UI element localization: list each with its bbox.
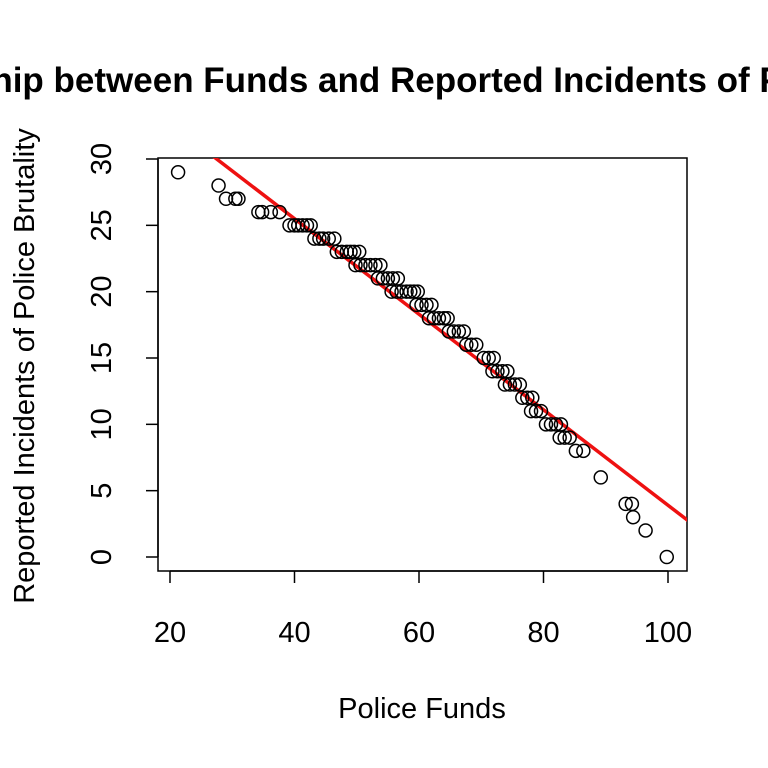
x-tick-label: 60 [403, 617, 435, 649]
data-point [343, 244, 358, 260]
data-point [502, 377, 518, 392]
y-tick-label: 30 [86, 143, 118, 175]
x-tick-label: 100 [644, 617, 692, 649]
data-point [659, 549, 675, 565]
data-point [348, 257, 363, 273]
data-point [370, 271, 386, 286]
data-point [295, 218, 310, 233]
data-point [528, 403, 544, 419]
data-point [409, 297, 424, 313]
y-axis-label: Reported Incidents of Police Brutality [9, 128, 41, 604]
data-point [638, 523, 653, 538]
data-point [507, 377, 523, 392]
y-tick-label: 0 [86, 549, 118, 565]
data-point [625, 509, 641, 525]
data-point [469, 337, 484, 352]
data-point [307, 231, 322, 246]
x-tick-label: 40 [278, 617, 310, 649]
y-axis: 0 5 10 15 20 25 30 [86, 143, 159, 565]
x-axis-label: Police Funds [338, 693, 506, 725]
regression-line [212, 158, 687, 523]
data-point [441, 324, 457, 339]
data-point [414, 297, 429, 313]
data-point [431, 310, 447, 326]
data-point [315, 231, 331, 246]
data-point [568, 443, 584, 459]
data-point [403, 284, 418, 299]
data-point [254, 204, 270, 220]
data-point [375, 271, 391, 286]
data-point [515, 390, 530, 406]
data-point [384, 284, 399, 299]
x-tick-label: 20 [154, 617, 186, 649]
data-point [552, 430, 567, 445]
data-point [520, 390, 535, 406]
data-point [543, 417, 559, 432]
chart-title: Relationship between Funds and Reported … [0, 61, 768, 100]
x-tick-label: 80 [527, 617, 559, 649]
y-tick-label: 5 [86, 483, 118, 499]
data-point [490, 364, 505, 379]
data-point [380, 271, 396, 286]
y-tick-label: 15 [86, 342, 118, 374]
data-point [312, 231, 327, 246]
data-point [303, 218, 318, 233]
data-point [321, 231, 336, 246]
data-point [557, 430, 572, 445]
plot-frame [157, 157, 688, 572]
data-point [538, 417, 554, 432]
data-point [481, 350, 496, 366]
data-point [446, 324, 462, 339]
data-point [421, 310, 437, 326]
data-point [533, 403, 549, 419]
data-point [228, 191, 243, 207]
data-point [593, 470, 609, 485]
data-point [485, 364, 500, 379]
data-point [358, 257, 373, 273]
data-point [170, 165, 186, 180]
data-point [459, 337, 474, 352]
y-tick-label: 10 [86, 408, 118, 440]
data-point [618, 496, 633, 512]
y-tick-label: 25 [86, 209, 118, 241]
x-axis: 20 40 60 80 100 [154, 570, 692, 649]
points-layer [170, 165, 675, 565]
data-point [476, 350, 491, 366]
data-point [211, 178, 226, 193]
data-point [272, 204, 287, 220]
data-point [451, 324, 467, 339]
data-point [548, 417, 564, 432]
y-tick-label: 20 [86, 276, 118, 308]
data-point [231, 191, 246, 207]
data-point [523, 403, 539, 419]
data-point [299, 218, 315, 233]
data-point [353, 257, 368, 273]
data-point [263, 204, 279, 220]
data-point [497, 377, 513, 392]
data-point [399, 284, 414, 299]
fit-line-layer [212, 158, 687, 523]
data-point [436, 310, 452, 326]
data-point [562, 430, 577, 445]
data-point [363, 257, 378, 273]
data-point [464, 337, 479, 352]
data-point [576, 443, 591, 459]
